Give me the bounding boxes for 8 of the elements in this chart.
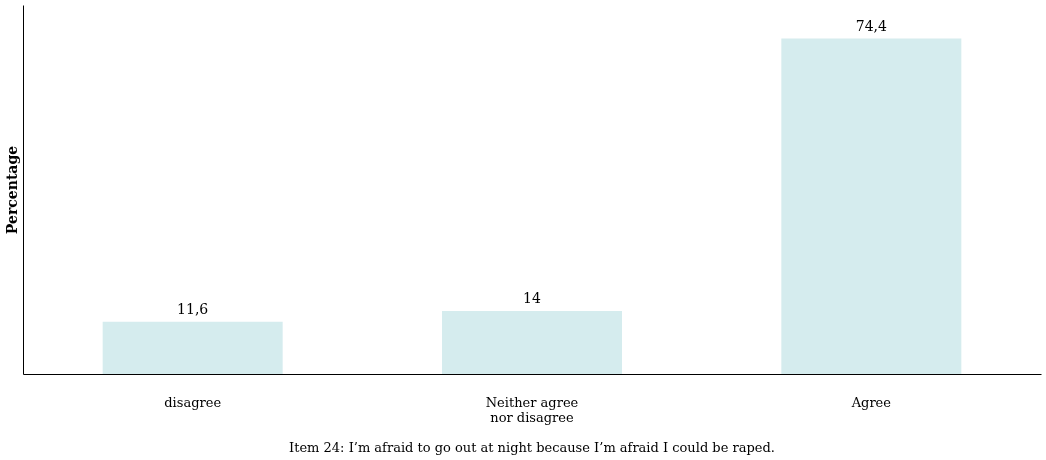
text: Item 24: I’m afraid to go out at night because I’m afraid I could be raped. [289, 440, 775, 455]
x-tick-label: Neither agree nor disagree [485, 394, 579, 425]
data-label: 11,6 [177, 300, 209, 317]
y-axis-title: Percentage [3, 145, 20, 235]
x-tick-label: Agree [850, 394, 892, 410]
x-tick-label: disagree [164, 394, 222, 410]
data-label: 14 [523, 289, 541, 306]
data-label: 74,4 [855, 17, 888, 34]
